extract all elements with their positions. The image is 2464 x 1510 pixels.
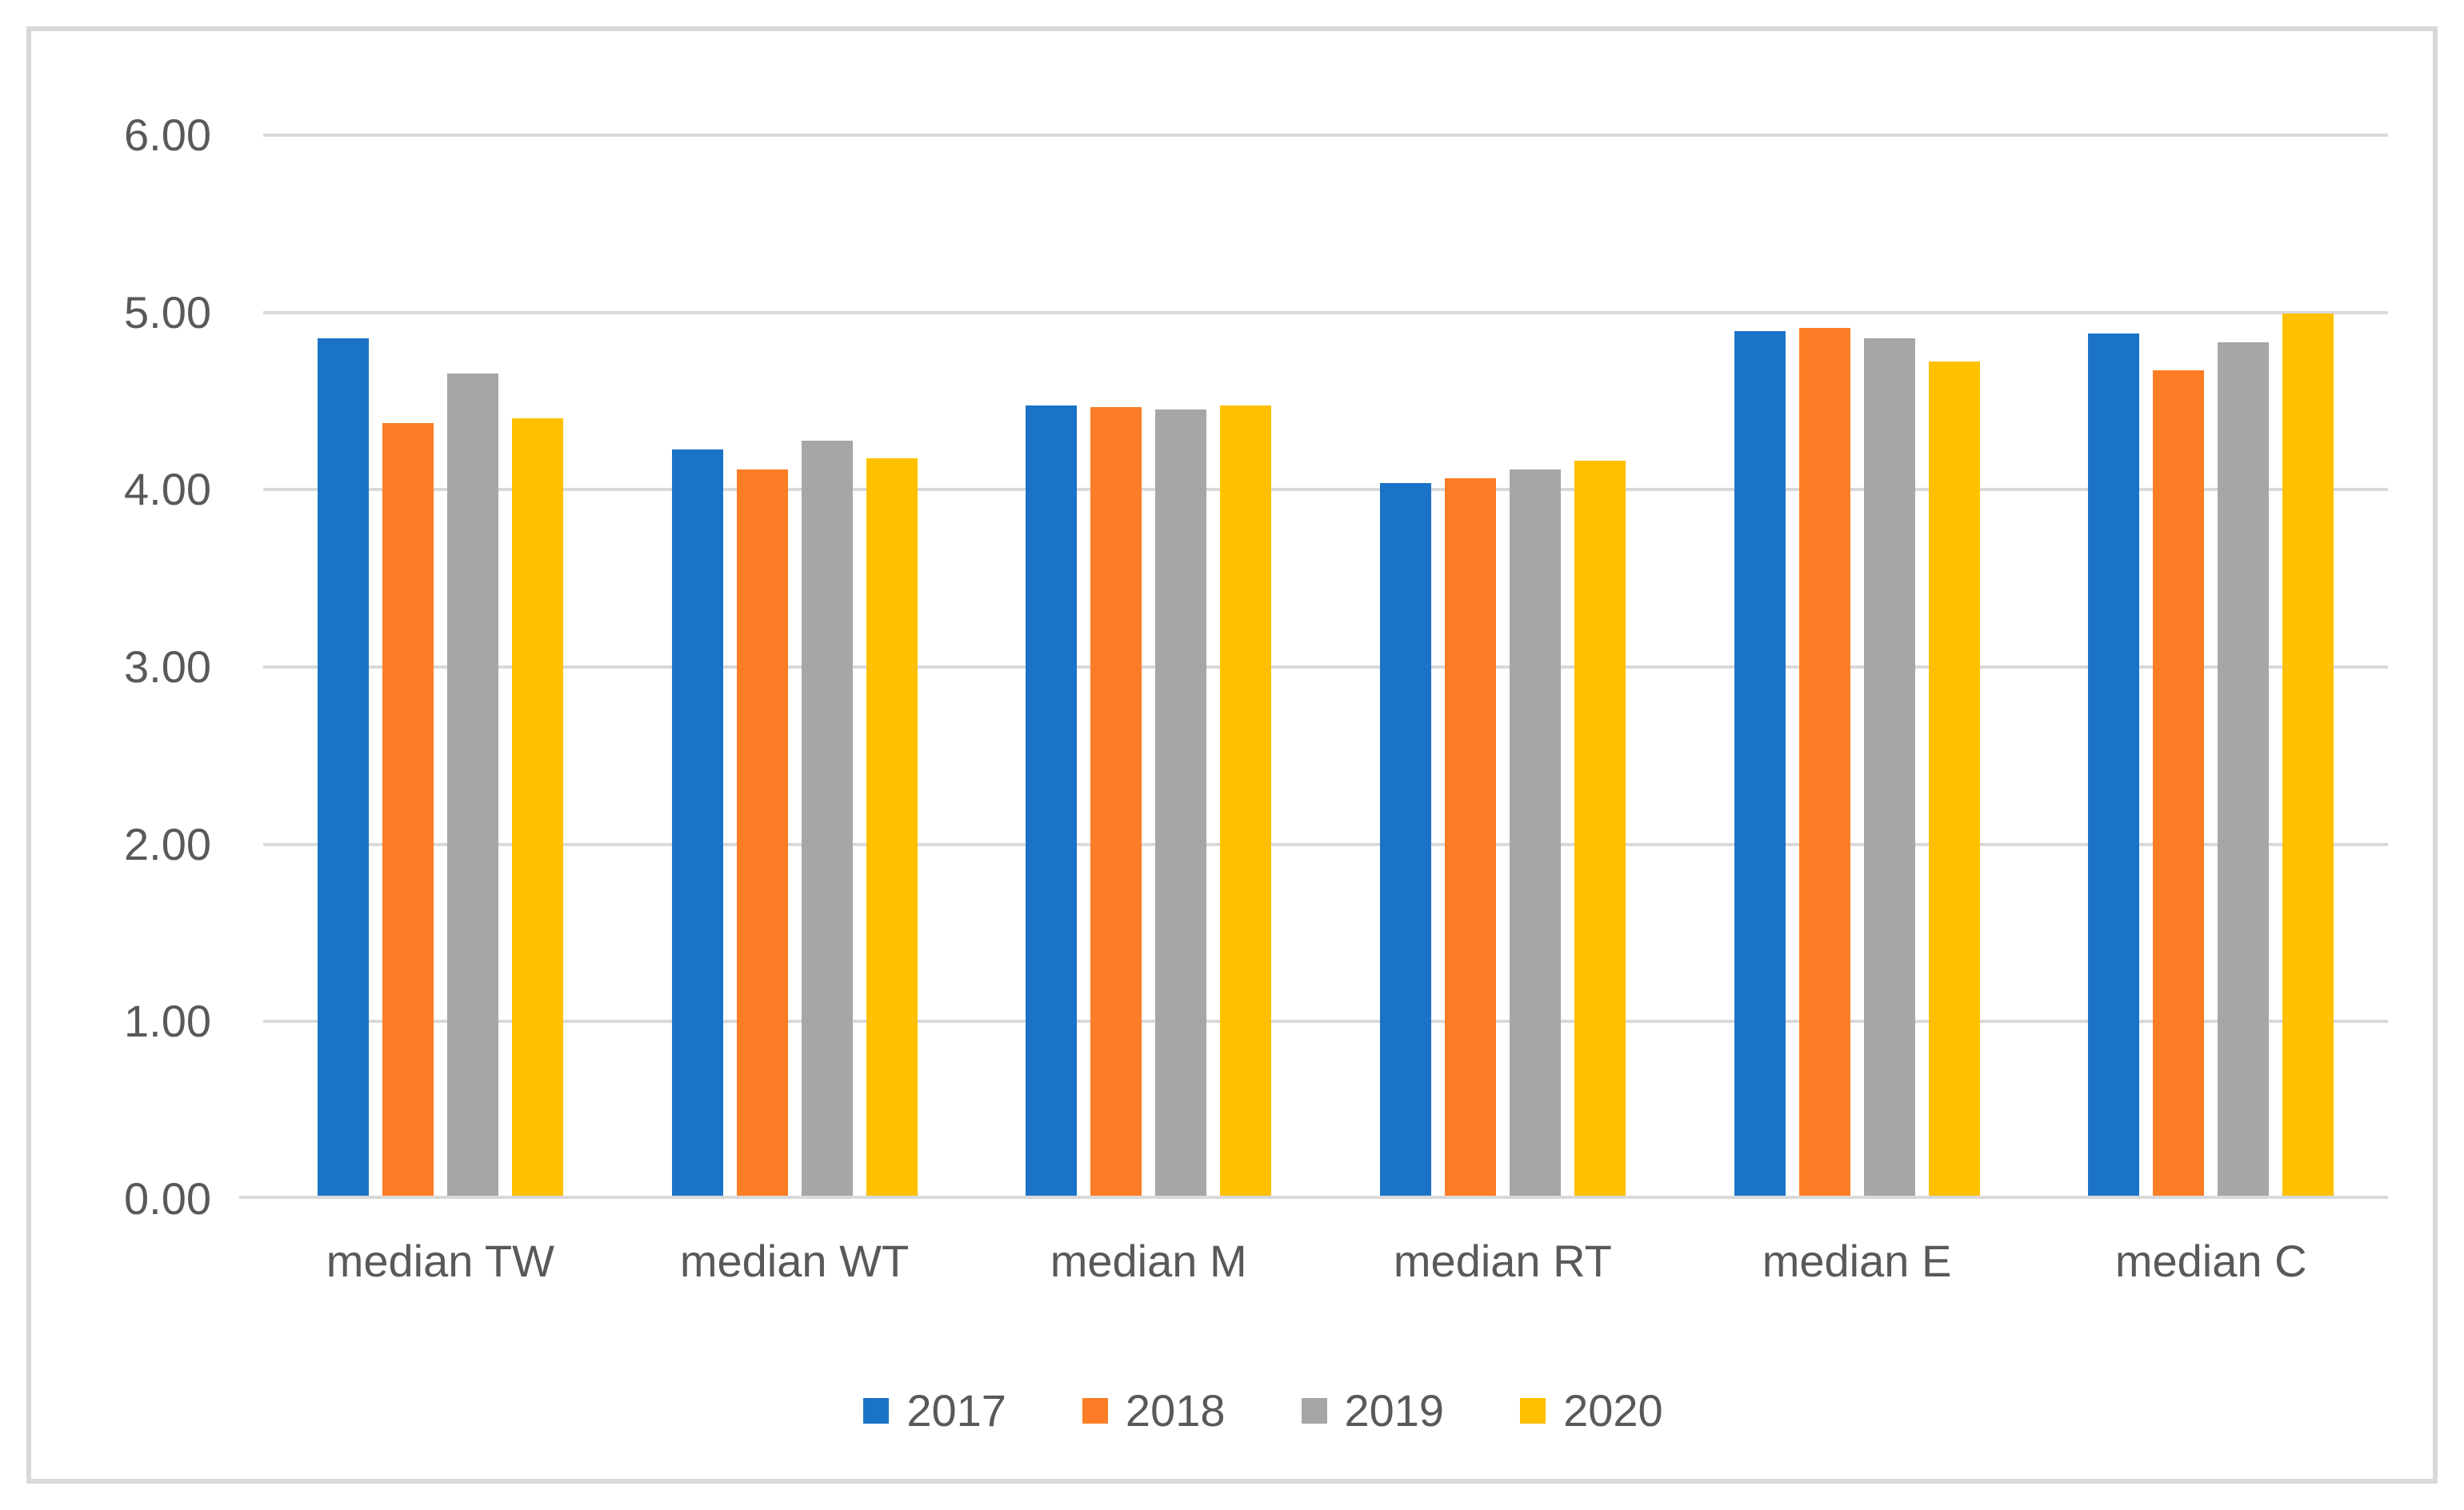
- gridline: [263, 488, 2388, 492]
- bar-2018-median-wt: [736, 469, 788, 1196]
- legend-item-2017: 2017: [863, 1384, 1006, 1436]
- bar-2020-median-c: [2282, 314, 2334, 1196]
- bar-2019-median-rt: [1509, 469, 1561, 1196]
- legend-item-2020: 2020: [1520, 1384, 1663, 1436]
- bar-2017-median-m: [1026, 405, 1078, 1196]
- bar-2018-median-m: [1090, 407, 1142, 1196]
- gridline: [263, 842, 2388, 846]
- bar-group-median-m: [971, 135, 1326, 1196]
- bar-2018-median-tw: [382, 423, 434, 1196]
- bar-2017-median-rt: [1379, 483, 1431, 1196]
- bar-group-median-e: [1680, 135, 2034, 1196]
- bar-2019-median-m: [1155, 409, 1207, 1196]
- bar-group-median-tw: [263, 135, 618, 1196]
- x-axis-label-median-wt: median WT: [679, 1236, 910, 1286]
- bar-2019-median-tw: [446, 374, 498, 1196]
- bar-2019-median-wt: [801, 441, 853, 1196]
- bar-group-median-c: [2034, 135, 2388, 1196]
- x-axis-label-median-m: median M: [1050, 1236, 1247, 1286]
- bar-2020-median-wt: [866, 458, 918, 1196]
- bar-2020-median-rt: [1574, 460, 1626, 1196]
- bar-2017-median-e: [1734, 331, 1786, 1196]
- legend-label: 2018: [1125, 1385, 1226, 1436]
- plot-area: [239, 134, 2388, 1199]
- legend-swatch-icon: [1520, 1397, 1546, 1424]
- legend-swatch-icon: [863, 1397, 890, 1424]
- x-axis-label-median-c: median C: [2114, 1236, 2307, 1286]
- bar-2019-median-c: [2218, 342, 2270, 1196]
- x-axis-line: [239, 1196, 2388, 1199]
- legend-label: 2020: [1563, 1385, 1663, 1436]
- legend-swatch-icon: [1301, 1397, 1327, 1424]
- bar-2020-median-tw: [511, 417, 563, 1196]
- chart-frame: 0.00 1.00 2.00 3.00 4.00 5.00 6.00 median TW me…: [26, 26, 2438, 1484]
- bar-2018-median-e: [1798, 327, 1850, 1196]
- bar-2018-median-rt: [1444, 477, 1496, 1196]
- bar-group-median-rt: [1326, 135, 1680, 1196]
- legend-item-2019: 2019: [1301, 1384, 1445, 1436]
- bar-groups: [263, 135, 2388, 1196]
- bar-2018-median-c: [2153, 370, 2205, 1196]
- y-axis: 0.00 1.00 2.00 3.00 4.00 5.00 6.00: [124, 110, 211, 1224]
- gridline: [263, 665, 2388, 669]
- legend-label: 2019: [1344, 1385, 1445, 1436]
- bar-2017-median-tw: [317, 338, 369, 1196]
- x-axis: median TW median WT median M median RT media…: [263, 1235, 2388, 1287]
- legend-swatch-icon: [1082, 1397, 1108, 1424]
- bar-2020-median-e: [1928, 361, 1980, 1196]
- legend-label: 2017: [906, 1385, 1006, 1436]
- x-axis-label-median-e: median E: [1762, 1236, 1952, 1286]
- legend: 2017 2018 2019 2020: [63, 1384, 2463, 1436]
- bar-2017-median-c: [2088, 333, 2140, 1196]
- bar-group-median-wt: [618, 135, 972, 1196]
- gridline: [263, 310, 2388, 314]
- gridline: [263, 1020, 2388, 1024]
- legend-item-2018: 2018: [1082, 1384, 1226, 1436]
- gridline: [263, 134, 2388, 137]
- bar-2020-median-m: [1220, 405, 1272, 1196]
- bar-2017-median-wt: [671, 449, 723, 1196]
- x-axis-label-median-tw: median TW: [326, 1236, 554, 1286]
- bar-2019-median-e: [1863, 338, 1915, 1196]
- x-axis-label-median-rt: median RT: [1393, 1236, 1612, 1286]
